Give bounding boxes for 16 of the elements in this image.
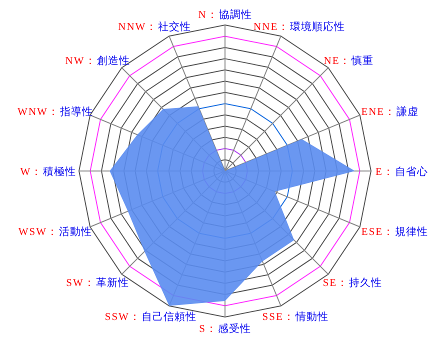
spoke-label: SE：持久性 (322, 277, 382, 290)
spoke-label: SSE：情動性 (262, 310, 328, 324)
spoke-label: NW：創造性 (65, 54, 130, 67)
spoke-label: S：感受性 (199, 322, 251, 335)
spoke-label: ENE：謙虚 (361, 104, 419, 118)
spoke-label: WNW：指導性 (18, 104, 93, 118)
spoke-label: ESE：規律性 (361, 226, 428, 238)
spoke-label: E：自省心 (376, 165, 428, 178)
spoke-label: SSW：自己信頼性 (104, 311, 196, 324)
spoke-label: NE：慎重 (324, 54, 374, 67)
spoke-label: NNW：社交性 (118, 20, 192, 33)
spoke-label: W：積極性 (20, 166, 76, 178)
spoke-label: N：協調性 (198, 8, 252, 21)
spoke-label: WSW：活動性 (18, 226, 92, 238)
spoke-label: SW：革新性 (66, 276, 129, 290)
spoke-label: NNE：環境順応性 (254, 20, 346, 33)
